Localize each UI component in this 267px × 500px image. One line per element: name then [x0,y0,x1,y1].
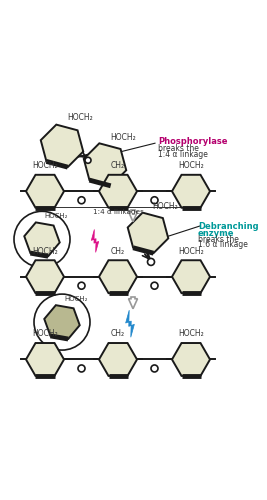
Circle shape [14,212,70,268]
Polygon shape [44,305,80,339]
Polygon shape [99,175,137,208]
Text: HOCH₂: HOCH₂ [178,246,204,256]
Text: HOCH₂: HOCH₂ [178,162,204,170]
Circle shape [151,365,158,372]
FancyArrow shape [128,210,138,222]
Text: 1:4 α linkages: 1:4 α linkages [93,210,143,216]
Text: HOCH₂: HOCH₂ [152,202,178,211]
Circle shape [85,158,91,164]
Polygon shape [172,343,210,376]
Text: HOCH₂: HOCH₂ [178,330,204,338]
Polygon shape [91,230,99,252]
Text: breaks the: breaks the [198,235,239,244]
Text: enzyme: enzyme [198,228,234,237]
Text: CH₂: CH₂ [111,246,125,256]
Polygon shape [172,175,210,208]
Text: Debranching: Debranching [198,222,259,231]
Polygon shape [26,175,64,208]
Polygon shape [99,343,137,376]
Circle shape [151,282,158,289]
Text: HOCH₂: HOCH₂ [44,214,68,220]
Polygon shape [172,260,210,293]
Text: breaks the: breaks the [158,144,199,154]
Text: HOCH₂: HOCH₂ [67,113,93,122]
Circle shape [151,197,158,204]
Polygon shape [128,212,168,253]
Polygon shape [41,124,83,167]
Circle shape [147,258,155,266]
Text: CH₂: CH₂ [111,162,125,170]
Text: 1:6 α linkage: 1:6 α linkage [198,240,248,250]
Text: CH₂: CH₂ [111,330,125,338]
Text: HOCH₂: HOCH₂ [64,296,88,302]
Text: HOCH₂: HOCH₂ [32,330,58,338]
FancyArrow shape [128,297,138,308]
Circle shape [34,294,90,350]
Polygon shape [99,260,137,293]
Polygon shape [84,144,126,186]
Text: Phosphorylase: Phosphorylase [158,137,227,146]
Text: HOCH₂: HOCH₂ [110,132,136,141]
Text: HOCH₂: HOCH₂ [32,162,58,170]
Polygon shape [26,343,64,376]
Polygon shape [24,222,60,256]
Text: 1:4 α linkage: 1:4 α linkage [158,150,208,158]
Text: HOCH₂: HOCH₂ [32,246,58,256]
Circle shape [78,365,85,372]
Polygon shape [26,260,64,293]
Circle shape [78,282,85,289]
Polygon shape [126,310,134,337]
Circle shape [78,197,85,204]
